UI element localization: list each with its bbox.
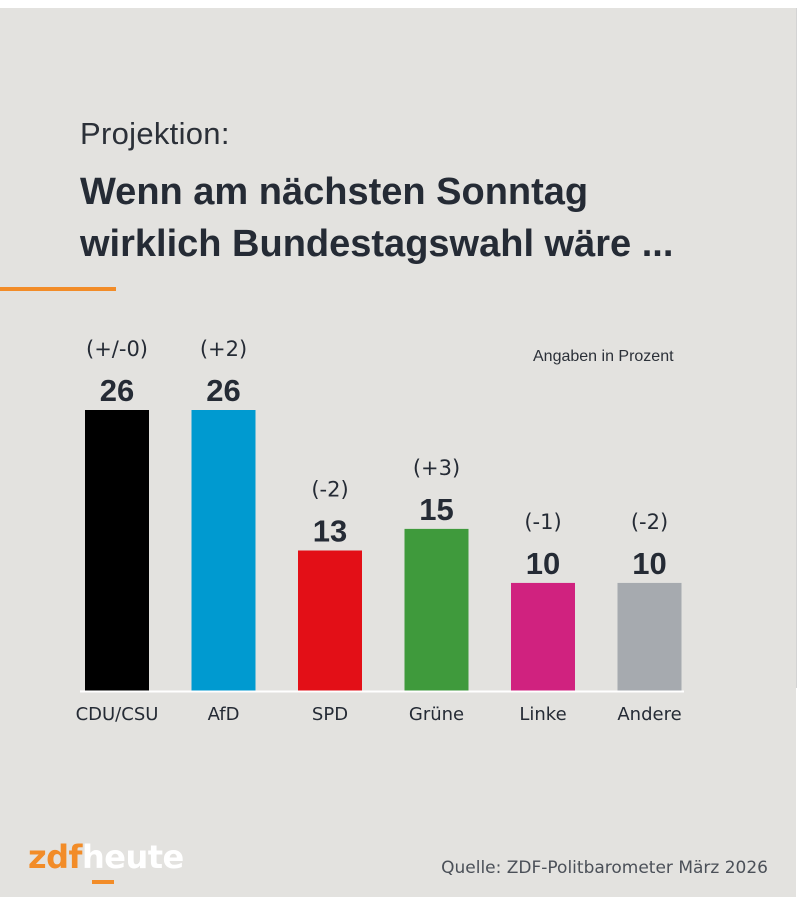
logo-heute: heute <box>81 838 184 876</box>
headline-line-2: wirklich Bundestagswahl wäre ... <box>80 223 674 265</box>
bar-cdu-csu <box>85 410 149 691</box>
change-label-cdu-csu: (+/-0) <box>86 337 148 361</box>
value-label-spd: 13 <box>313 514 347 549</box>
bar-andere <box>617 582 682 691</box>
value-label-andere: 10 <box>632 546 666 581</box>
value-label-linke: 10 <box>526 546 560 581</box>
change-label-spd: (-2) <box>311 478 348 502</box>
bar-linke <box>511 582 575 691</box>
unit-note: Angaben in Prozent <box>533 348 674 365</box>
value-label-afd: 26 <box>206 373 240 408</box>
value-label-gr-ne: 15 <box>419 492 453 527</box>
kicker-label: Projektion: <box>80 116 230 151</box>
category-label-gr-ne: Grüne <box>409 704 464 725</box>
logo-zdf: zdf <box>28 838 82 876</box>
chart-headline: Wenn am nächsten Sonntag wirklich Bundes… <box>80 166 780 270</box>
source-note: Quelle: ZDF-Politbarometer März 2026 <box>441 858 768 878</box>
change-label-linke: (-1) <box>524 510 561 534</box>
logo-underline <box>92 880 114 884</box>
category-label-spd: SPD <box>312 704 348 725</box>
bar-gr-ne <box>404 528 469 691</box>
bar-spd <box>298 550 362 691</box>
category-label-cdu-csu: CDU/CSU <box>76 704 159 725</box>
value-label-cdu-csu: 26 <box>100 373 134 408</box>
edge-divider <box>796 8 797 688</box>
change-label-andere: (-2) <box>631 510 668 534</box>
change-label-afd: (+2) <box>200 337 247 361</box>
category-label-linke: Linke <box>519 704 566 725</box>
category-label-afd: AfD <box>208 704 240 725</box>
category-label-andere: Andere <box>617 704 681 725</box>
accent-rule <box>0 287 116 291</box>
bar-afd <box>191 410 256 691</box>
zdfheute-logo: zdfheute <box>28 838 184 876</box>
change-label-gr-ne: (+3) <box>413 456 460 480</box>
headline-line-1: Wenn am nächsten Sonntag <box>80 171 589 213</box>
